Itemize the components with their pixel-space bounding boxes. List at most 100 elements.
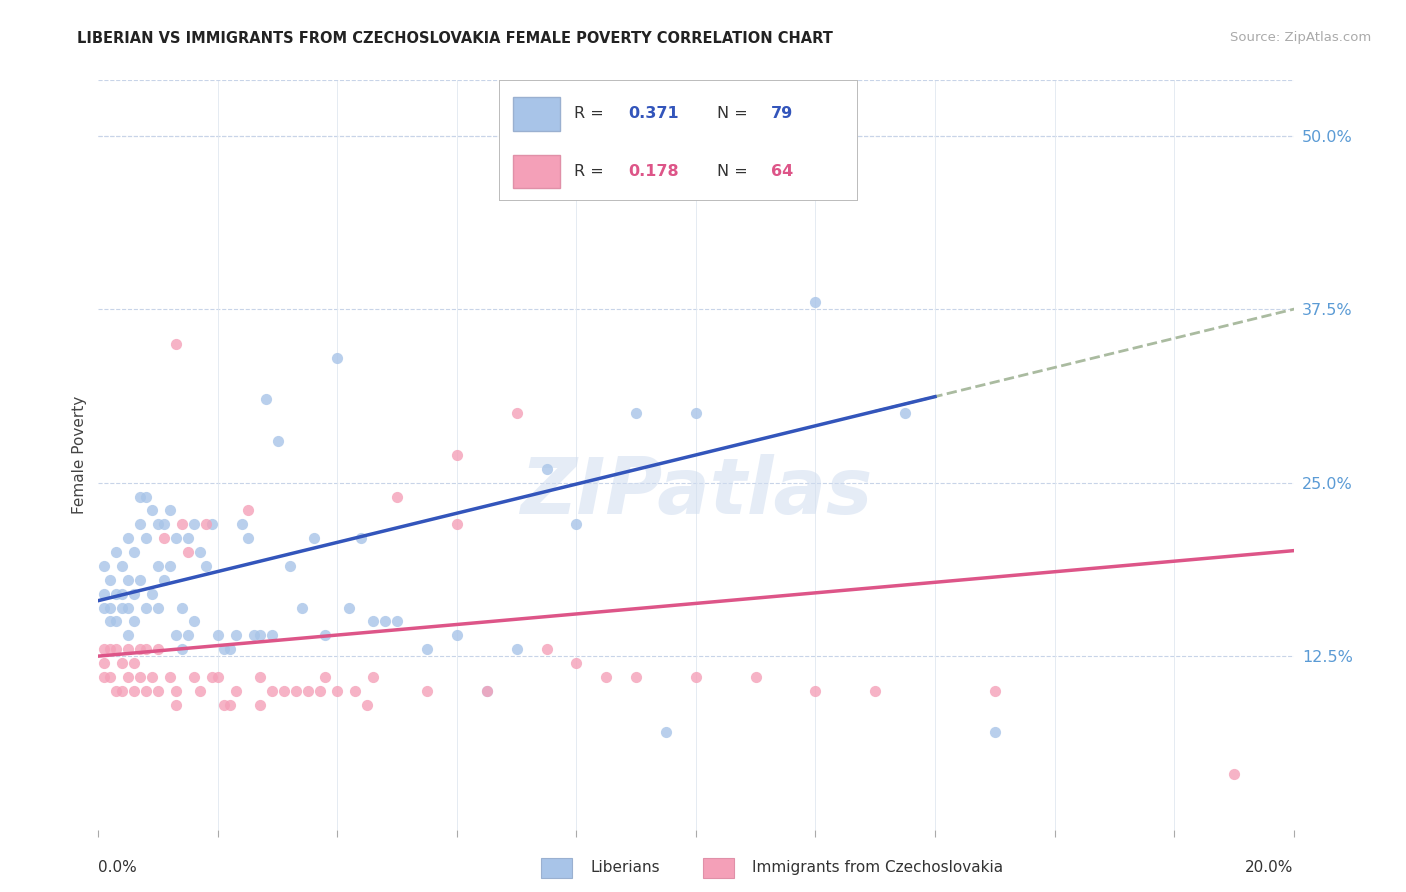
Point <box>159 558 181 573</box>
Point <box>165 337 187 351</box>
Point <box>326 683 349 698</box>
Point <box>177 628 200 642</box>
Point <box>284 683 307 698</box>
Point <box>249 670 271 684</box>
Point <box>93 670 115 684</box>
Point <box>105 615 128 629</box>
Point <box>894 406 917 420</box>
Point <box>243 628 266 642</box>
Point <box>267 434 290 448</box>
Text: 20.0%: 20.0% <box>1246 860 1294 875</box>
Point <box>93 558 115 573</box>
Text: Source: ZipAtlas.com: Source: ZipAtlas.com <box>1230 31 1371 45</box>
Point <box>446 628 468 642</box>
Point <box>212 642 235 657</box>
Point <box>105 683 128 698</box>
Point <box>111 600 134 615</box>
Point <box>165 698 187 712</box>
Point <box>98 670 122 684</box>
Point <box>385 490 409 504</box>
Y-axis label: Female Poverty: Female Poverty <box>72 396 87 514</box>
Point <box>105 642 128 657</box>
Point <box>98 573 122 587</box>
Point <box>219 698 242 712</box>
Point <box>153 531 176 545</box>
Point <box>201 670 224 684</box>
Point <box>153 573 176 587</box>
Point <box>177 545 200 559</box>
Point <box>225 628 247 642</box>
Point <box>111 656 134 670</box>
Point <box>141 670 163 684</box>
Point <box>363 615 385 629</box>
Point <box>207 670 229 684</box>
Point <box>350 531 373 545</box>
Text: Liberians: Liberians <box>591 860 661 874</box>
Point <box>129 573 152 587</box>
Point <box>188 545 211 559</box>
Point <box>374 615 396 629</box>
Text: ZIPatlas: ZIPatlas <box>520 454 872 531</box>
Point <box>201 517 224 532</box>
Point <box>124 683 146 698</box>
Point <box>124 587 146 601</box>
Point <box>183 670 205 684</box>
Point <box>117 670 139 684</box>
Point <box>117 600 139 615</box>
Point <box>236 531 259 545</box>
Point <box>475 683 498 698</box>
Point <box>98 600 122 615</box>
Point <box>315 670 337 684</box>
Point <box>111 683 134 698</box>
Point <box>273 683 295 698</box>
Point <box>1223 767 1246 781</box>
Point <box>172 600 194 615</box>
Point <box>177 531 200 545</box>
Point <box>254 392 277 407</box>
Point <box>804 683 827 698</box>
Point <box>129 490 152 504</box>
Point <box>308 683 330 698</box>
Point <box>212 698 235 712</box>
Point <box>159 670 181 684</box>
Point <box>356 698 378 712</box>
Point <box>344 683 367 698</box>
Text: 0.0%: 0.0% <box>98 860 138 875</box>
Point <box>117 531 139 545</box>
Point <box>685 670 707 684</box>
Point <box>416 683 439 698</box>
Point <box>111 587 134 601</box>
Point <box>117 642 139 657</box>
Point <box>129 517 152 532</box>
Point <box>207 628 229 642</box>
Point <box>536 642 558 657</box>
Point <box>165 628 187 642</box>
Point <box>165 531 187 545</box>
Point <box>117 573 139 587</box>
Point <box>446 517 468 532</box>
Point <box>93 656 115 670</box>
Point <box>93 587 115 601</box>
Point <box>188 683 211 698</box>
Point <box>278 558 301 573</box>
Point <box>153 517 176 532</box>
Point <box>159 503 181 517</box>
Point <box>446 448 468 462</box>
Point <box>111 558 134 573</box>
Point <box>865 683 887 698</box>
Point <box>260 683 283 698</box>
Text: LIBERIAN VS IMMIGRANTS FROM CZECHOSLOVAKIA FEMALE POVERTY CORRELATION CHART: LIBERIAN VS IMMIGRANTS FROM CZECHOSLOVAK… <box>77 31 834 46</box>
Point <box>93 600 115 615</box>
Point <box>135 490 157 504</box>
Point <box>148 517 170 532</box>
Point <box>148 642 170 657</box>
Point <box>236 503 259 517</box>
Point <box>219 642 242 657</box>
Point <box>183 615 205 629</box>
Point <box>172 517 194 532</box>
Point <box>249 698 271 712</box>
Point <box>124 615 146 629</box>
Point <box>339 600 361 615</box>
Point <box>98 642 122 657</box>
Point <box>129 670 152 684</box>
